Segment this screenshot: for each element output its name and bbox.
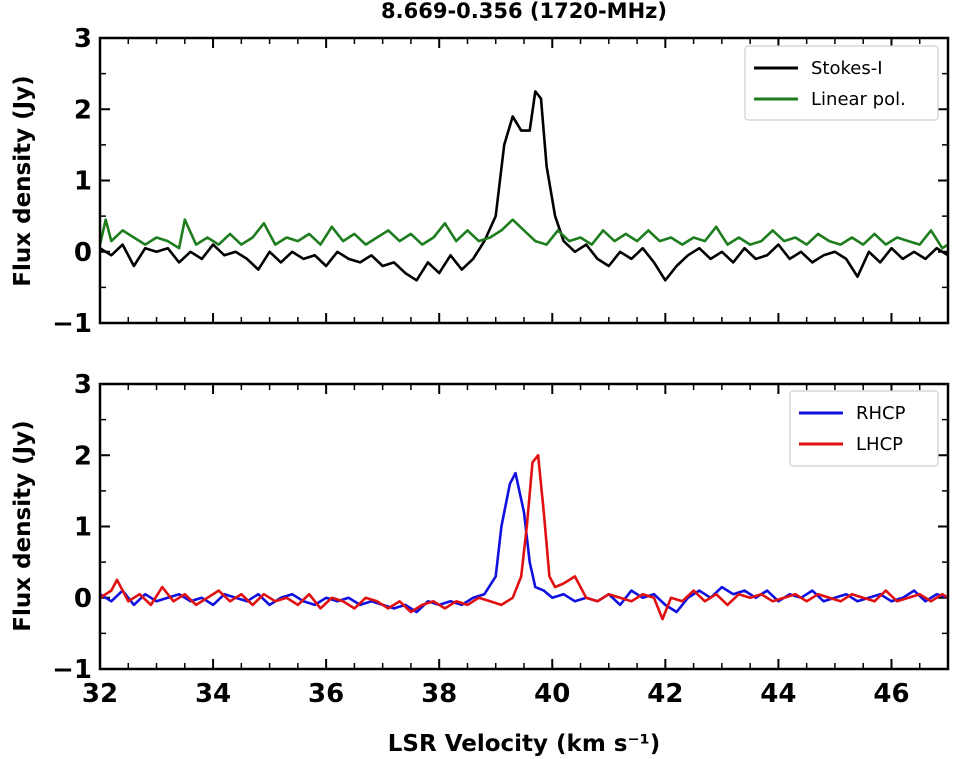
top-y-tick-label: −1: [52, 309, 92, 339]
bottom-x-tick-label: 32: [82, 679, 118, 709]
top-y-axis-label-group: Flux density (Jy): [10, 75, 36, 286]
bottom-legend-label: RHCP: [856, 403, 906, 424]
top-legend-box: [744, 45, 939, 121]
x-axis-label: LSR Velocity (km s⁻¹): [388, 731, 660, 757]
top-y-tick-label: 3: [74, 24, 92, 54]
bottom-x-tick-label: 46: [873, 679, 909, 709]
bottom-plot-frame: [98, 382, 950, 671]
bottom-y-axis-label-group: Flux density (Jy): [10, 420, 36, 631]
top-y-axis-label: Flux density (Jy): [10, 75, 36, 286]
bottom-series-lines: [99, 454, 949, 621]
top-legend-label: Stokes-I: [811, 58, 883, 79]
bottom-legend-label: LHCP: [856, 434, 903, 455]
top-y-tick-label: 1: [74, 167, 92, 197]
chart-title: 8.669-0.356 (1720-MHz): [381, 0, 667, 23]
top-panel: Flux density (Jy) −1 0 1 2 3 Stokes-I Linear …: [10, 24, 950, 339]
bottom-x-tick-label: 42: [647, 679, 683, 709]
bottom-y-tick-label: 0: [74, 584, 92, 614]
top-legend: Stokes-I Linear pol.: [744, 45, 939, 121]
bottom-series-lhcp: [99, 454, 949, 621]
bottom-x-tick-label: 38: [421, 679, 457, 709]
top-legend-label: Linear pol.: [811, 89, 906, 110]
top-y-tick-label: 2: [74, 95, 92, 125]
bottom-y-tick-label: −1: [52, 655, 92, 685]
bottom-legend-box: [789, 390, 939, 467]
top-series-lines: [98, 90, 949, 282]
bottom-y-axis-label: Flux density (Jy): [10, 420, 36, 631]
bottom-panel: Flux density (Jy) 32 34 36 38 40 42 44 46−10123…: [10, 370, 950, 757]
bottom-x-tick-label: 36: [308, 679, 344, 709]
bottom-y-tick-label: 1: [74, 513, 92, 543]
bottom-x-tick-label: 44: [760, 679, 796, 709]
bottom-ticks: 32 34 36 38 40 42 44 46 −1 0 1 2 3: [52, 370, 949, 709]
bottom-y-tick-label: 2: [74, 441, 92, 471]
bottom-legend: RHCP LHCP: [789, 390, 939, 467]
top-ticks: −1 0 1 2 3: [52, 24, 949, 339]
bottom-y-tick-label: 3: [74, 370, 92, 400]
top-series-linear-pol: [98, 218, 949, 250]
bottom-x-tick-label: 34: [195, 679, 231, 709]
top-y-tick-label: 0: [74, 238, 92, 268]
top-plot-frame: [98, 36, 950, 325]
top-series-stokes-i: [99, 90, 949, 282]
bottom-x-tick-label: 40: [534, 679, 570, 709]
